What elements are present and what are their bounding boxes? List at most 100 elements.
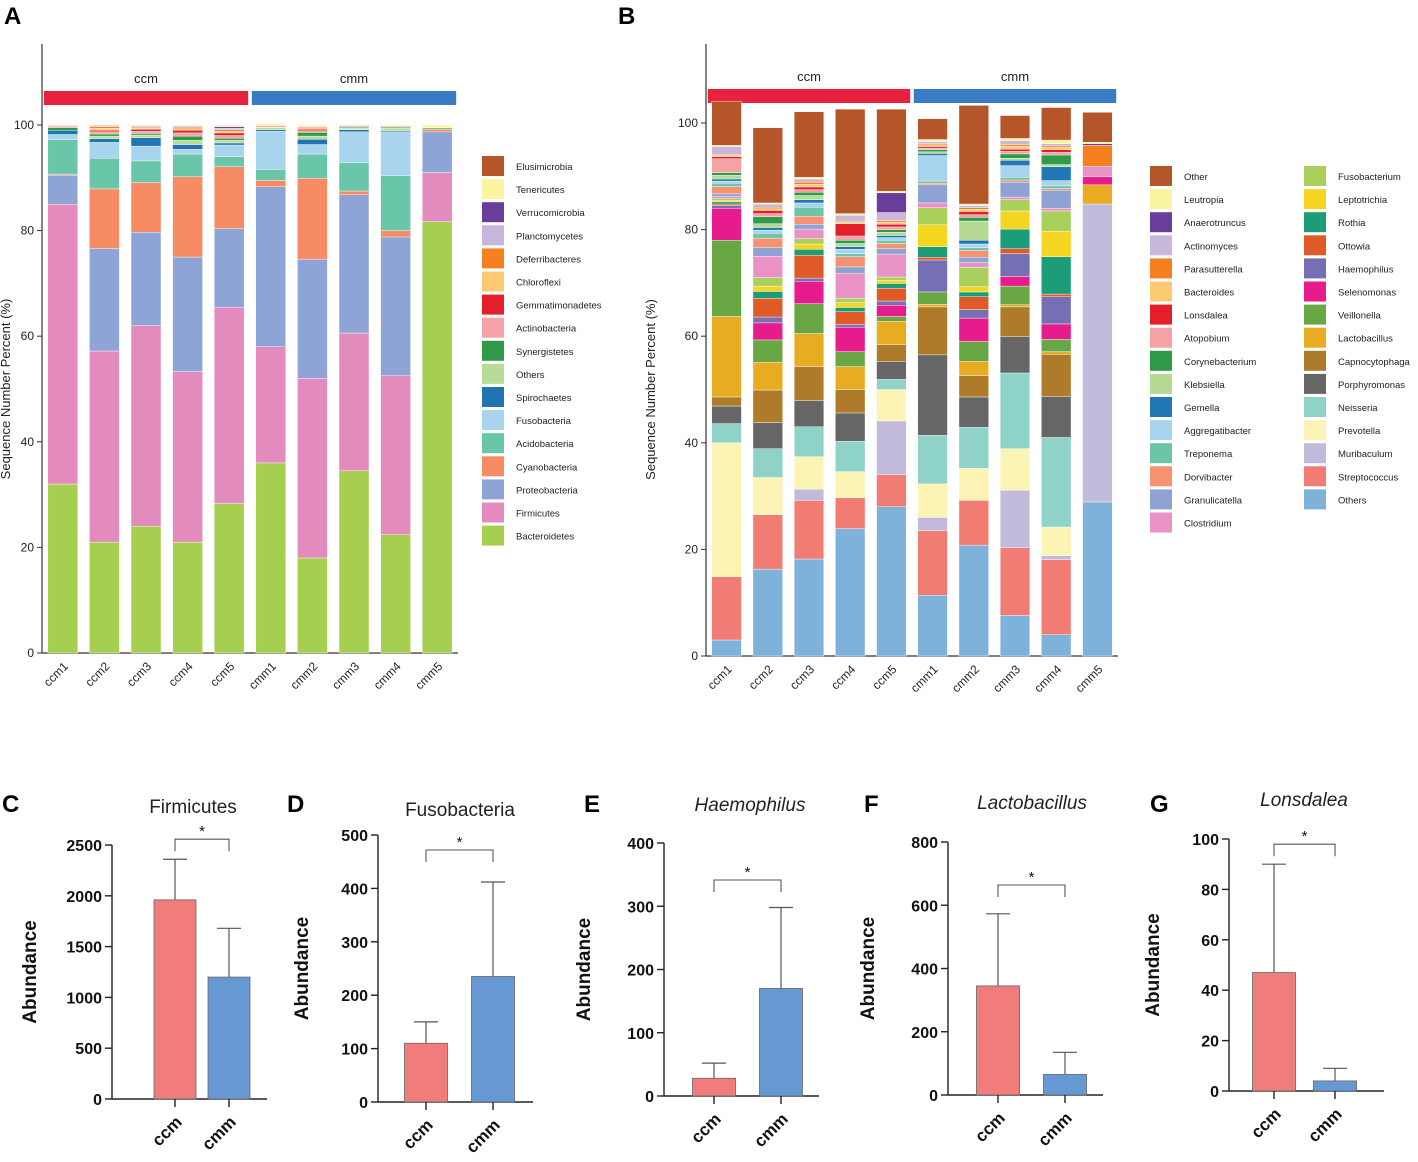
chart-title: Lactobacillus <box>977 793 1087 814</box>
y-tick-label: 20 <box>21 540 35 554</box>
bar-segment-others <box>835 528 866 657</box>
bar-segment-fusobacterium <box>958 267 989 287</box>
group-label-cmm: cmm <box>1001 69 1029 84</box>
bar-segment-ottowia <box>793 254 825 279</box>
panel-label-e: E <box>584 791 600 818</box>
bar-ccm <box>976 985 1020 1096</box>
bar-segment-atopobium <box>1041 152 1072 156</box>
legend-swatch-bacteroides <box>1150 281 1172 302</box>
bar-segment-acidobacteria <box>338 162 370 192</box>
bar-segment-proteobacteria <box>338 194 370 334</box>
y-axis-title: Sequence Number Percent (%) <box>0 299 13 480</box>
bar-segment-klebsiella <box>835 243 866 247</box>
x-tick-label: ccm2 <box>746 662 776 692</box>
bar-segment-others <box>1041 634 1072 657</box>
bar-segment-capnocytophaga <box>917 306 948 356</box>
bar-chart-lonsdalea: Lonsdalea 0 20 40 60 80 100 Abundance ccm cmm * <box>1143 790 1384 1146</box>
bar-segment-muribaculum <box>793 488 825 501</box>
legend-swatch-dorvibacter <box>1150 466 1172 487</box>
x-tick-label: ccm <box>399 1115 436 1152</box>
bar-segment-leptotrichia <box>752 285 783 292</box>
bar-segment-actinobacteria <box>89 131 120 135</box>
bar-cmm <box>471 976 515 1103</box>
bar-cmm <box>759 988 803 1097</box>
bar-segment-firmicutes <box>338 332 370 472</box>
legend-label-prevotella: Prevotella <box>1338 426 1381 437</box>
bar-segment-proteobacteria <box>172 256 203 372</box>
bar-segment-tenericutes <box>422 124 453 128</box>
legend-label-chloroflexi: Chloroflexi <box>516 278 561 289</box>
bar-segment-rothia <box>999 228 1031 249</box>
bar-segment-corynebacterium <box>1041 154 1072 165</box>
bar-segment-granulicatella <box>1041 189 1072 209</box>
bar-segment-actinobacteria <box>214 135 245 139</box>
bar-segment-atopobium <box>876 226 907 230</box>
bar-segment-rothia <box>752 291 783 299</box>
bar-segment-muribaculum <box>917 517 948 531</box>
x-tick-label: cmm5 <box>1073 662 1106 695</box>
bar-segment-lonsdalea <box>1041 149 1072 153</box>
bar-segment-cyanobacteria <box>338 190 370 195</box>
bar-segment-klebsiella <box>752 223 783 228</box>
bar-segment-others <box>917 595 948 657</box>
bar-segment-aggregatibacter <box>958 243 989 248</box>
bar-segment-deferribacteres <box>89 126 120 129</box>
bar-segment-actinomyces <box>711 146 742 155</box>
legend-label-spirochaetes: Spirochaetes <box>516 393 572 404</box>
legend-swatch-acidobacteria <box>482 433 504 454</box>
legend-swatch-lactobacillus <box>1304 327 1326 348</box>
group-bar-cmm <box>913 89 1117 103</box>
bar-segment-bacteroides <box>958 209 989 212</box>
significance-marker: * <box>1302 828 1308 845</box>
legend-swatch-granulicatella <box>1150 489 1172 510</box>
bar-segment-actinomyces <box>999 140 1031 146</box>
significance-bracket <box>713 879 782 892</box>
legend-label-neisseria: Neisseria <box>1338 403 1378 414</box>
legend-swatch-fusobacterium <box>1304 166 1326 186</box>
legend-swatch-synergistetes <box>482 340 504 361</box>
bar-segment-ottowia <box>1041 293 1072 297</box>
bar-segment-leutropia <box>1041 139 1072 144</box>
significance-marker: * <box>745 864 751 881</box>
x-tick-label: cmm1 <box>246 659 279 692</box>
bar-segment-actinobacteria <box>47 125 78 128</box>
bar-segment-porphyromonas <box>999 336 1031 374</box>
bar-segment-prevotella <box>711 442 742 577</box>
bar-segment-tenericutes <box>172 124 203 126</box>
bar-segment-gemmatimonadetes <box>172 130 203 134</box>
bar-segment-bacteroides <box>793 184 825 188</box>
bar-segment-chloroflexi <box>172 128 203 131</box>
bar-segment-verrucomicrobia <box>214 126 245 129</box>
y-tick-label: 20 <box>685 542 699 556</box>
bar-segment-prevotella <box>835 471 866 498</box>
bar-segment-ottowia <box>958 296 989 310</box>
legend-label-haemophilus: Haemophilus <box>1338 264 1394 275</box>
bar-segment-leptotrichia <box>876 280 907 284</box>
bar-segment-streptococcus <box>958 500 989 546</box>
bar-segment-streptococcus <box>752 514 783 570</box>
bar-segment-other <box>752 127 783 204</box>
bar-segment-leutropia <box>999 138 1031 141</box>
bar-segment-gemella <box>835 246 866 250</box>
x-tick-label: ccm5 <box>869 662 899 692</box>
bar-segment-others <box>711 639 742 657</box>
bar-segment-neisseria <box>958 427 989 469</box>
bar-segment-clostridium <box>958 262 989 268</box>
bar-segment-lactobacillus <box>752 362 783 391</box>
bar-segment-lactobacillus <box>1082 184 1113 205</box>
x-tick-label: ccm1 <box>41 659 71 689</box>
bar-segment-clostridium <box>711 196 742 199</box>
y-tick-label: 300 <box>627 899 654 916</box>
bar-segment-streptococcus <box>917 530 948 596</box>
legend-swatch-lonsdalea <box>1150 304 1172 325</box>
legend-label-clostridium: Clostridium <box>1184 519 1232 530</box>
legend-swatch-chloroflexi <box>482 271 504 292</box>
bar-segment-atopobium <box>752 213 783 218</box>
x-tick-label: cmm1 <box>908 662 941 695</box>
bar-segment-synergistetes <box>214 137 245 141</box>
bar-segment-lonsdalea <box>876 224 907 228</box>
bar-segment-muribaculum <box>1041 555 1072 560</box>
bar-segment-capnocytophaga <box>958 375 989 398</box>
bar-segment-tenericutes <box>380 124 411 127</box>
y-axis-title: Abundance <box>20 920 41 1023</box>
